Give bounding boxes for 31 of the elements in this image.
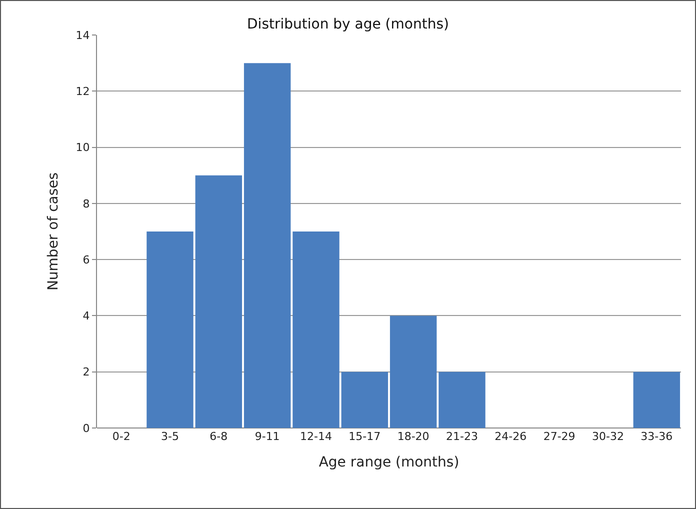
y-tick-label: 6: [82, 253, 90, 266]
y-axis-title: Number of cases: [45, 172, 62, 291]
y-tick-label: 2: [82, 366, 90, 379]
x-tick-label: 3-5: [161, 430, 179, 443]
x-tick-label: 18-20: [397, 430, 430, 443]
bar: [195, 175, 242, 428]
x-tick-label: 0-2: [112, 430, 130, 443]
x-tick-label: 12-14: [300, 430, 332, 443]
x-tick-label: 30-32: [592, 430, 624, 443]
bar: [146, 232, 194, 428]
chart-title: Distribution by age (months): [247, 16, 449, 33]
y-tick-label: 8: [82, 197, 90, 210]
bar: [438, 372, 486, 428]
y-tick-label: 0: [82, 422, 90, 435]
y-tick-label: 10: [76, 141, 90, 154]
x-tick-label: 24-26: [494, 430, 527, 443]
y-tick-label: 4: [82, 310, 90, 323]
bar: [341, 372, 388, 428]
bar: [292, 232, 340, 428]
bar: [633, 372, 680, 428]
x-axis-title: Age range (months): [318, 454, 460, 470]
bar: [390, 316, 437, 428]
bar: [244, 63, 291, 428]
x-tick-label: 27-29: [543, 430, 576, 443]
x-tick-label: 6-8: [210, 430, 228, 443]
x-tick-label: 9-11: [254, 430, 280, 443]
y-tick-label: 14: [76, 28, 90, 42]
x-tick-label: 21-23: [446, 430, 478, 443]
x-tick-label: 15-17: [348, 430, 381, 443]
y-tick-label: 12: [76, 84, 90, 98]
x-tick-label: 33-36: [640, 430, 673, 443]
